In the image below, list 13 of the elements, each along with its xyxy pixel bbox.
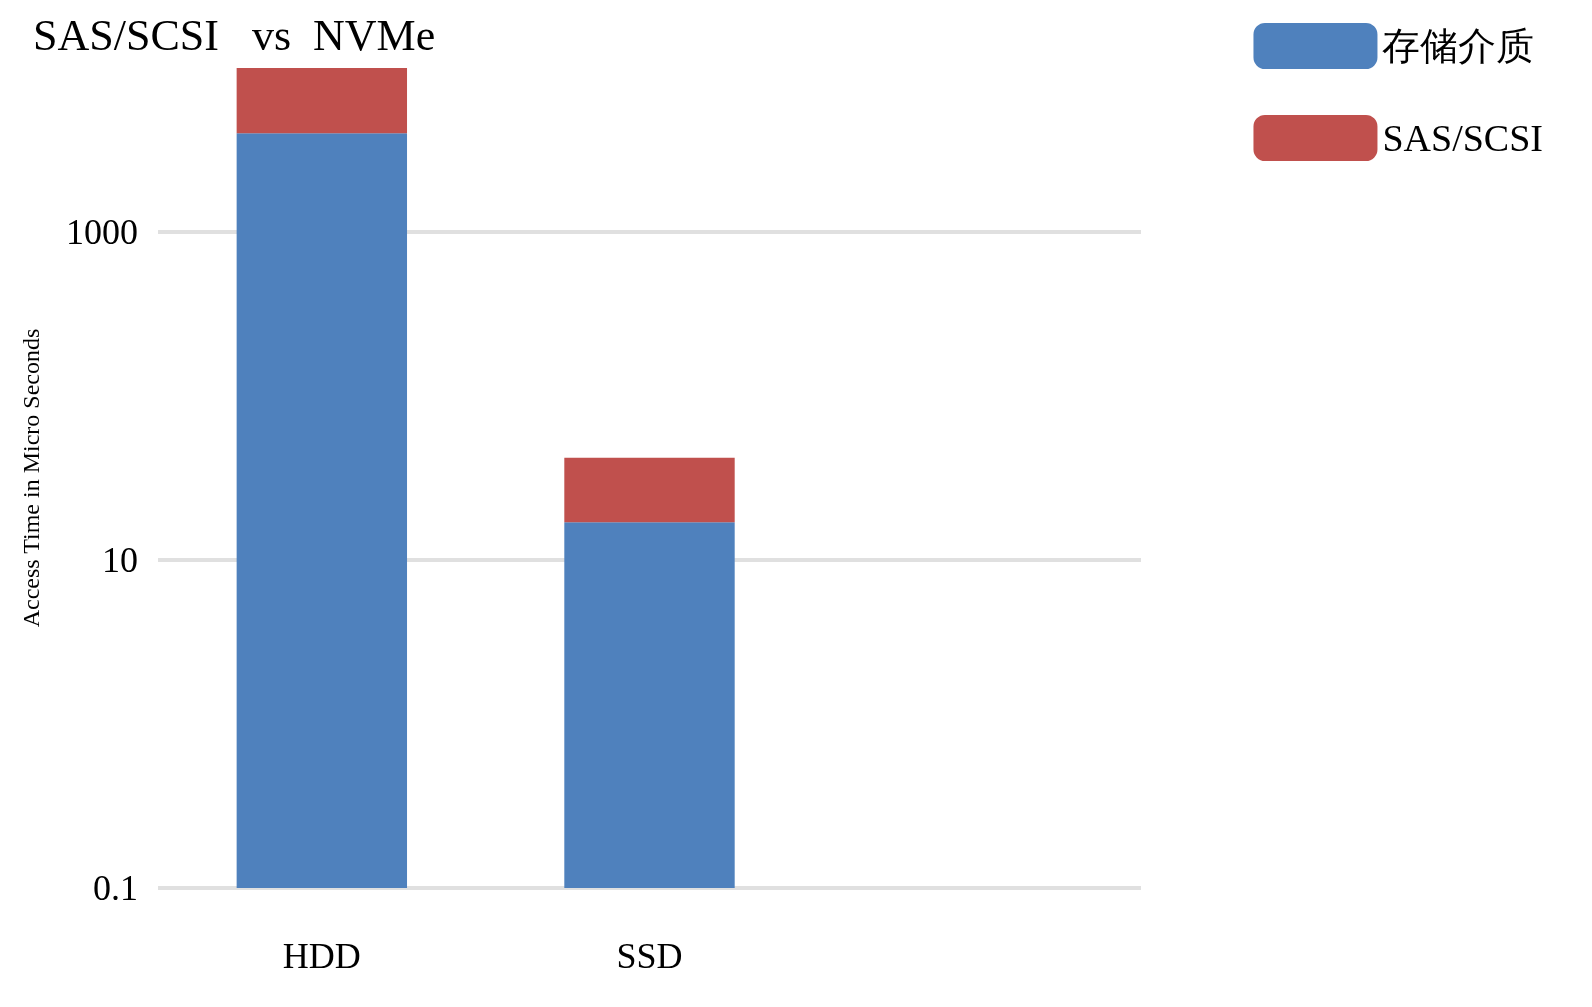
y-axis-title: Access Time in Micro Seconds: [18, 328, 44, 628]
x-tick-label: HDD: [282, 936, 361, 976]
bar: [564, 522, 735, 888]
bar: [236, 133, 408, 888]
y-tick-label: 0.1: [93, 868, 138, 908]
legend-label: 存储介质: [1382, 25, 1535, 67]
y-tick-label: 10: [102, 540, 138, 580]
legend-label: SAS/SCSI: [1382, 117, 1544, 159]
chart-title: SAS/SCSI vs NVMe: [33, 10, 436, 60]
y-tick-label: 1000: [66, 212, 138, 252]
bar: [236, 68, 408, 134]
x-tick-label: SSD: [616, 936, 683, 976]
bar: [564, 457, 735, 523]
